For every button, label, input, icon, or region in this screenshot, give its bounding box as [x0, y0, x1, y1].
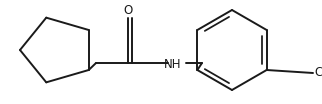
Text: NH: NH [164, 58, 182, 72]
Text: Cl: Cl [314, 66, 322, 79]
Text: O: O [123, 4, 133, 17]
